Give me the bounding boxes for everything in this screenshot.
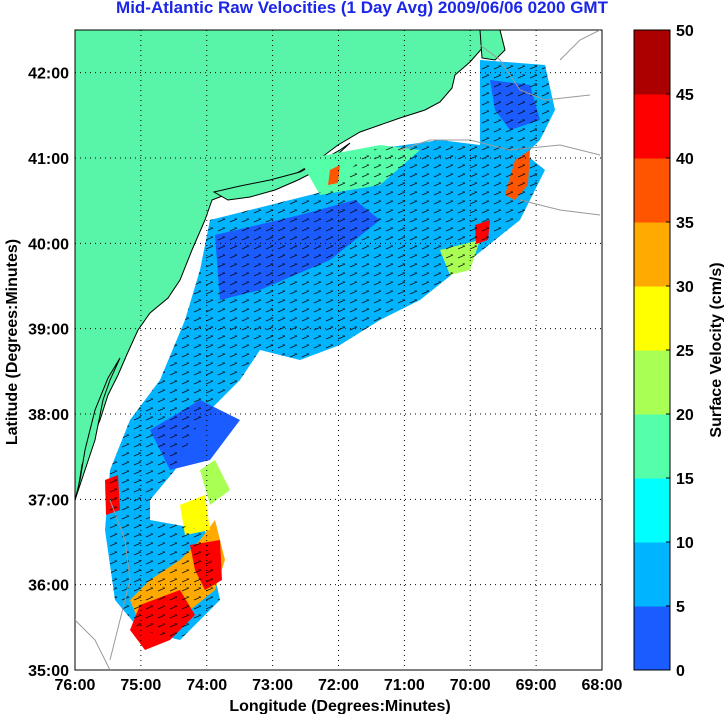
x-tick-label: 70:00 [450, 677, 491, 694]
colorbar-swatch [634, 30, 670, 95]
colorbar: 0 5 10 15 20 25 30 35 40 45 50 Surface Velocity (c… [633, 23, 724, 680]
colorbar-swatch [634, 414, 670, 479]
x-tick-label: 74:00 [186, 677, 227, 694]
colorbar-swatch [634, 606, 670, 671]
plot-area [74, 29, 603, 671]
colorbar-swatch [634, 222, 670, 287]
map-title: Mid-Atlantic Raw Velocities (1 Day Avg) … [116, 0, 608, 17]
colorbar-tick-label: 5 [676, 599, 685, 616]
x-tick-label: 75:00 [120, 677, 161, 694]
velocity-region [200, 460, 230, 505]
depth-contour [519, 199, 601, 216]
y-tick-label: 42:00 [28, 66, 69, 83]
depth-contour [479, 44, 591, 101]
colorbar-tick-label: 30 [676, 279, 694, 296]
colorbar-swatch [634, 286, 670, 351]
velocity-arrows [105, 60, 555, 640]
x-tick-label: 71:00 [384, 677, 425, 694]
colorbar-tick-label: 50 [676, 23, 694, 40]
colorbar-label: Surface Velocity (cm/s) [708, 262, 724, 437]
colorbar-swatch [634, 478, 670, 543]
y-tick-label: 40:00 [28, 236, 69, 253]
depth-contour [109, 499, 131, 661]
x-tick-label: 73:00 [252, 677, 293, 694]
y-tick-label: 41:00 [28, 151, 69, 168]
colorbar-swatch [634, 542, 670, 607]
delmarva [75, 357, 121, 501]
y-axis-label: Latitude (Degrees:Minutes) [4, 239, 21, 445]
colorbar-swatch [634, 350, 670, 415]
grid [75, 30, 602, 670]
colorbar-tick-label: 10 [676, 535, 694, 552]
colorbar-swatch [634, 158, 670, 223]
x-tick-label: 68:00 [582, 677, 623, 694]
colorbar-tick-label: 40 [676, 151, 694, 168]
colorbar-tick-label: 0 [676, 663, 685, 680]
x-tick-label: 72:00 [318, 677, 359, 694]
colorbar-tick-labels: 0 5 10 15 20 25 30 35 40 45 50 [666, 23, 694, 680]
x-tick-label: 76:00 [55, 677, 96, 694]
y-tick-label: 38:00 [28, 407, 69, 424]
depth-contour [559, 30, 601, 61]
depth-contour [399, 139, 601, 156]
colorbar-tick-label: 20 [676, 407, 694, 424]
y-tick-label: 39:00 [28, 322, 69, 339]
bathymetry-contours [75, 30, 601, 670]
x-tick-label: 69:00 [516, 677, 557, 694]
y-tick-label: 35:00 [28, 663, 69, 680]
colorbar-tick-label: 35 [676, 215, 694, 232]
cape-cod [479, 30, 506, 61]
long-island [212, 142, 351, 201]
velocity-region [328, 165, 340, 185]
colorbar-tick-label: 15 [676, 471, 694, 488]
y-tick-label: 37:00 [28, 492, 69, 509]
x-axis-label: Longitude (Degrees:Minutes) [229, 698, 450, 714]
x-tick-labels: 76:00 75:00 74:00 73:00 72:00 71:00 70:00 69:00… [55, 677, 623, 694]
colorbar-swatch [634, 94, 670, 159]
depth-contour [75, 619, 111, 670]
velocity-region [180, 495, 210, 535]
colorbar-tick-label: 25 [676, 343, 694, 360]
y-tick-labels: 35:00 36:00 37:00 38:00 39:00 40:00 41:00 42:00 [28, 66, 69, 680]
y-tick-label: 36:00 [28, 578, 69, 595]
colorbar-tick-label: 45 [676, 87, 694, 104]
